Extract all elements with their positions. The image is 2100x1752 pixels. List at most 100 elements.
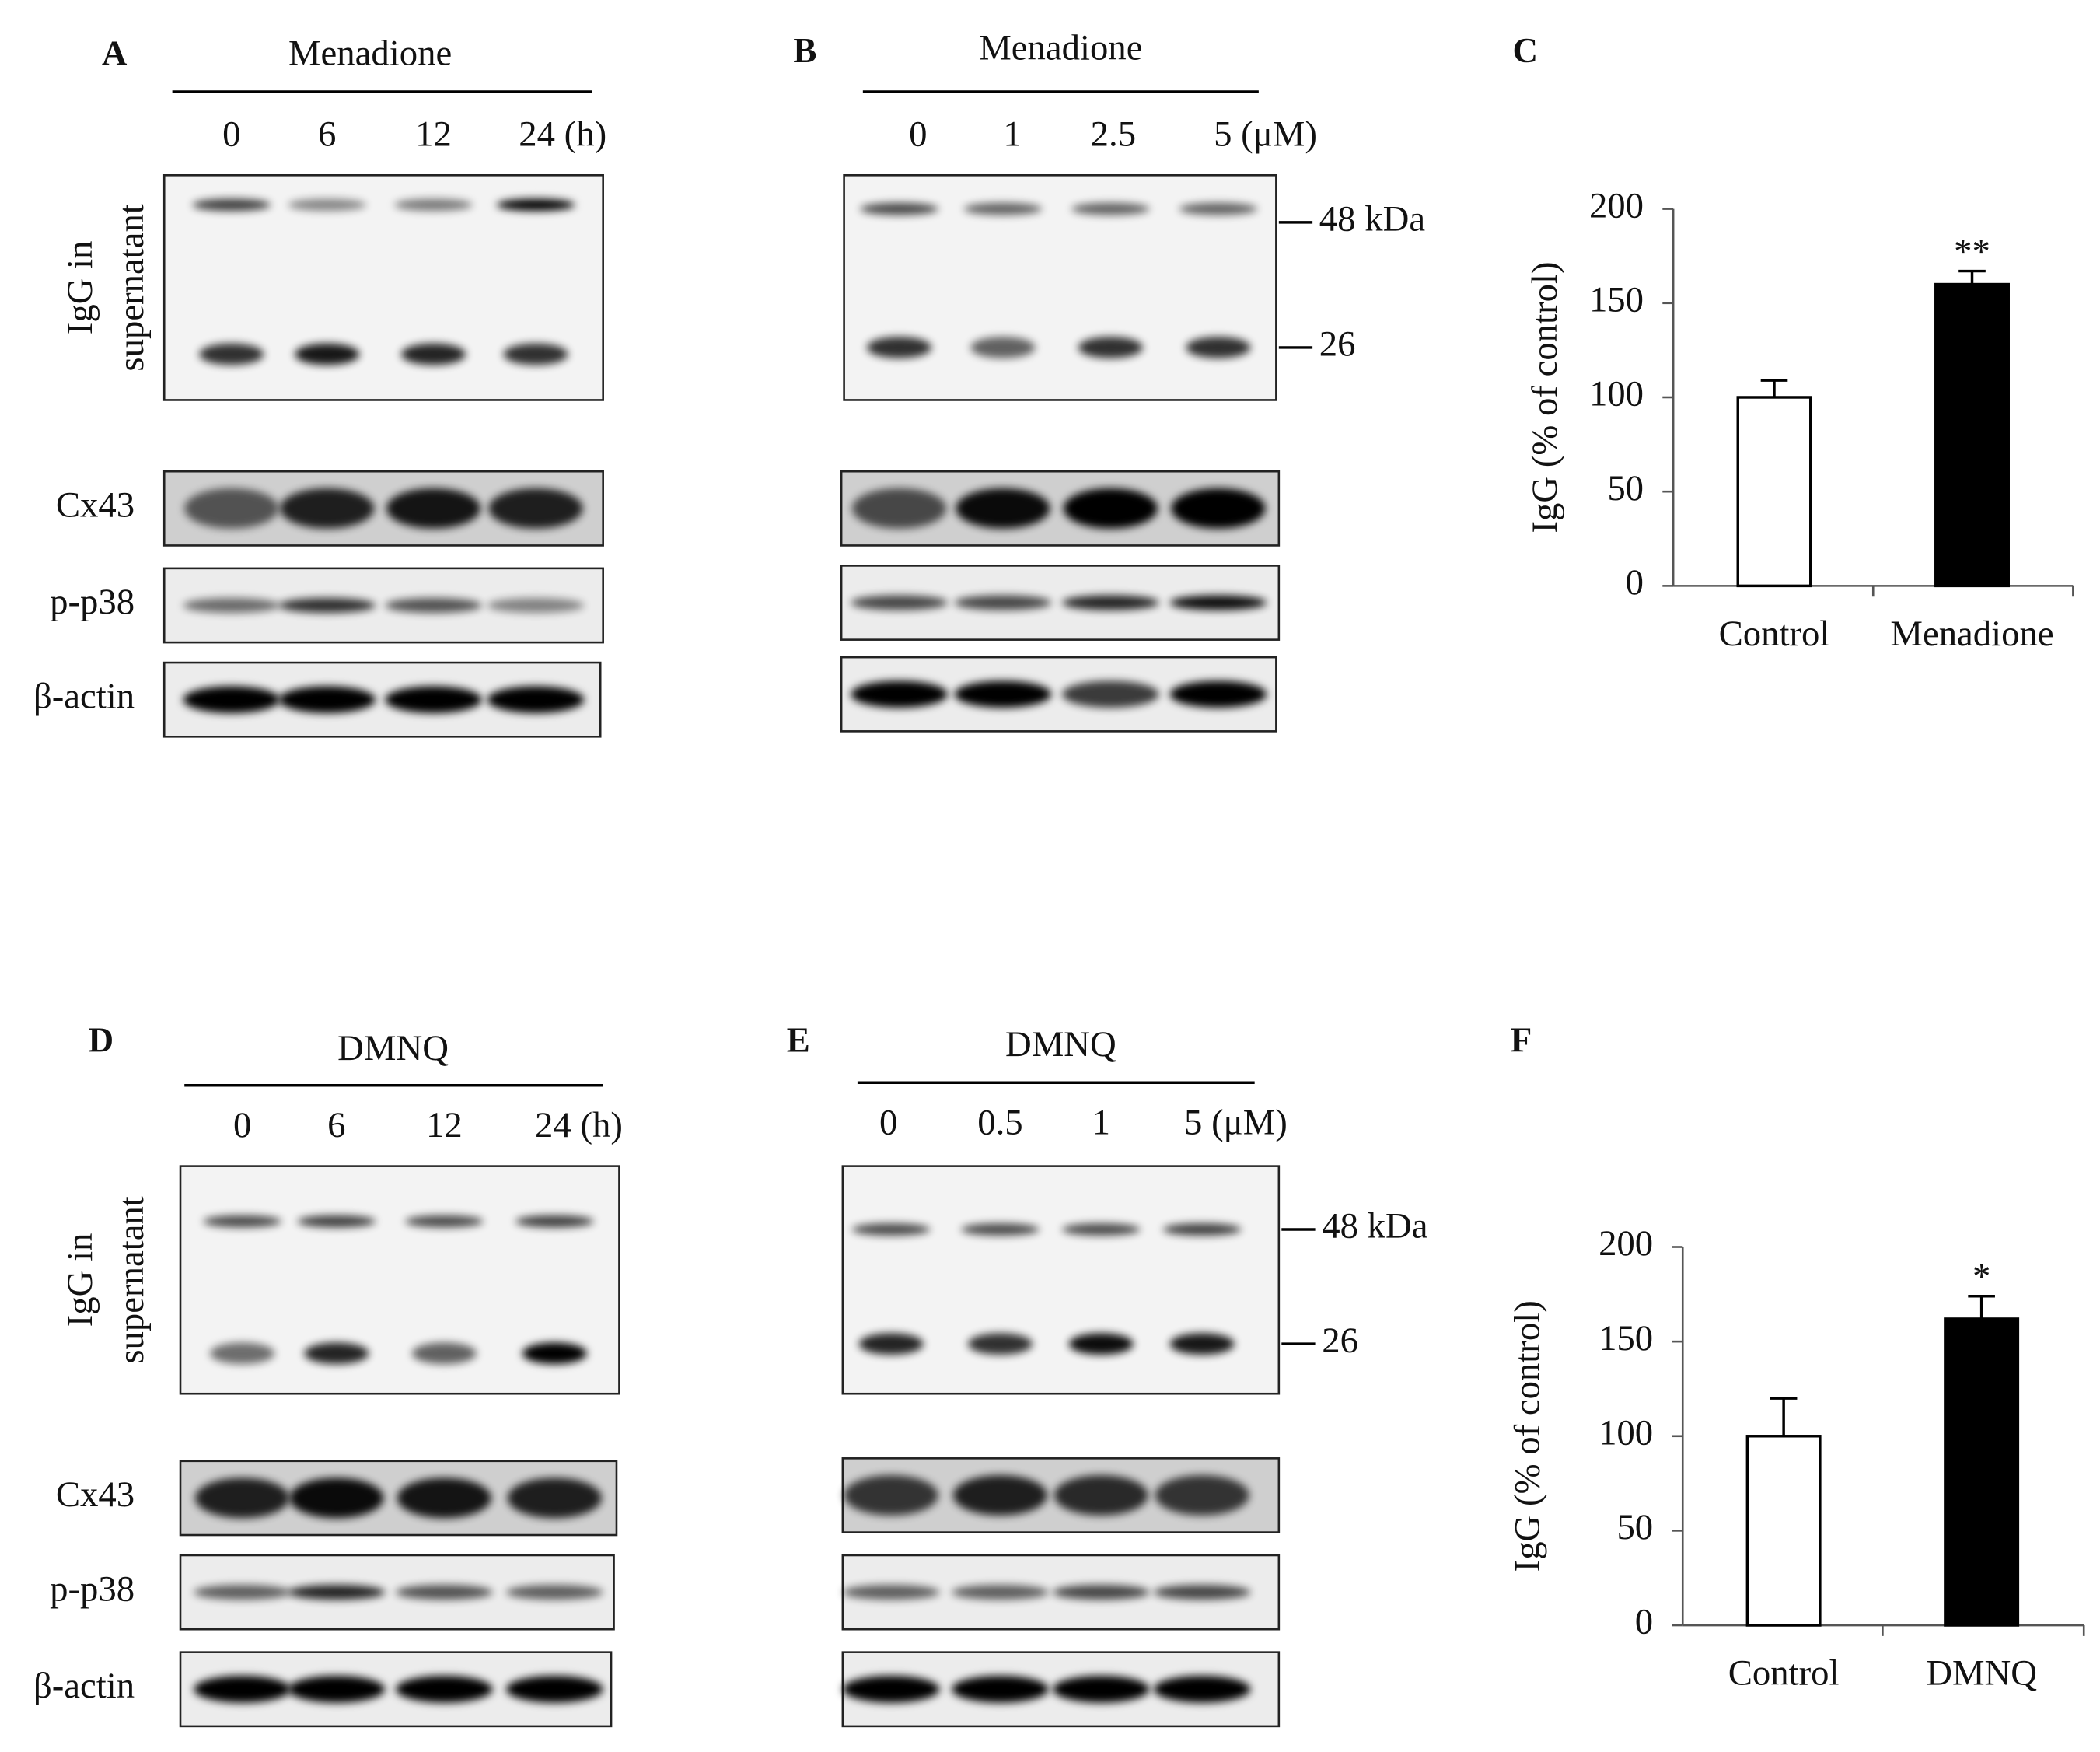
row-label: Cx43 xyxy=(56,485,135,526)
row-label: supernatant xyxy=(111,204,152,371)
bar-chart: C IgG (% of control) 0 50 100 150 200 Control Me… xyxy=(1512,31,2074,654)
band xyxy=(967,1333,1033,1355)
band xyxy=(851,680,948,708)
band xyxy=(397,1477,491,1519)
band xyxy=(503,343,568,365)
row-label: IgG in xyxy=(60,1233,100,1327)
band xyxy=(496,198,575,212)
row-label: β-actin xyxy=(33,676,135,716)
band xyxy=(522,1342,587,1365)
x-tick-label: Menadione xyxy=(1890,614,2053,654)
significance-label: ** xyxy=(1954,232,1990,272)
band xyxy=(278,597,376,614)
y-tick-label: 100 xyxy=(1589,374,1644,414)
band xyxy=(956,488,1050,529)
band xyxy=(1169,1333,1235,1355)
band xyxy=(280,488,375,529)
band xyxy=(954,680,1052,708)
band xyxy=(1052,1675,1150,1703)
band xyxy=(842,1585,940,1600)
lane-label: 24 (h) xyxy=(519,114,606,155)
marker-label: 26 xyxy=(1319,324,1356,365)
band xyxy=(184,488,279,529)
band xyxy=(1169,680,1267,708)
band xyxy=(400,343,466,365)
lane-label: 0.5 xyxy=(977,1102,1022,1142)
lane-label: 6 xyxy=(318,114,336,155)
y-tick-label: 200 xyxy=(1599,1223,1653,1264)
blot-panel: B Menadione 0 1 2.5 5 (μM) 48 kDa 26 xyxy=(793,28,1425,733)
panel-label: F xyxy=(1511,1020,1532,1059)
y-tick-label: 150 xyxy=(1589,280,1644,320)
band xyxy=(515,1215,594,1228)
band xyxy=(867,337,932,358)
bar xyxy=(1944,1317,2020,1627)
band xyxy=(487,686,585,713)
band xyxy=(507,1477,602,1519)
band xyxy=(288,1675,386,1703)
y-axis-label: IgG (% of control) xyxy=(1525,261,1565,533)
bar-chart: F IgG (% of control) 0 50 100 150 200 Control DM… xyxy=(1507,1020,2085,1694)
band xyxy=(195,1477,290,1519)
band xyxy=(1062,595,1159,610)
blot-panel: A Menadione 0 6 12 24 (h) Cx43 p-p38 β-actin IgG … xyxy=(33,33,606,738)
band xyxy=(1171,488,1266,529)
band xyxy=(183,597,281,614)
band xyxy=(295,343,360,365)
band xyxy=(488,488,583,529)
band xyxy=(1186,337,1251,358)
band xyxy=(1162,1223,1242,1236)
bar xyxy=(1745,1435,1822,1627)
band xyxy=(844,1474,938,1516)
band xyxy=(210,1342,275,1365)
blot-panel: E DMNQ 0 0.5 1 5 (μM) 48 kDa 26 xyxy=(787,1020,1428,1728)
band xyxy=(289,1477,384,1519)
x-tick-label: Control xyxy=(1728,1653,1840,1694)
y-tick-label: 0 xyxy=(1635,1602,1653,1642)
band xyxy=(192,198,271,212)
x-tick-label: DMNQ xyxy=(1926,1653,2037,1694)
band xyxy=(199,343,264,365)
band xyxy=(183,686,281,713)
band xyxy=(396,1675,493,1703)
lane-label: 6 xyxy=(327,1105,345,1145)
panel-label: A xyxy=(102,33,128,72)
marker-label: 26 xyxy=(1322,1320,1358,1361)
band xyxy=(203,1215,281,1228)
band xyxy=(411,1342,477,1365)
row-label: p-p38 xyxy=(50,1568,135,1609)
y-tick-label: 200 xyxy=(1589,185,1644,226)
lane-label: 0 xyxy=(222,114,240,155)
lane-label: 0 xyxy=(909,114,927,155)
panel-label: B xyxy=(793,31,816,70)
row-label: β-actin xyxy=(33,1666,135,1706)
band xyxy=(297,1215,376,1228)
treatment-label: Menadione xyxy=(288,33,452,74)
lane-label: 12 xyxy=(415,114,452,155)
band xyxy=(1053,1474,1148,1516)
lane-label: 5 (μM) xyxy=(1184,1102,1288,1142)
y-tick-label: 0 xyxy=(1626,562,1644,603)
row-label: supernatant xyxy=(111,1196,152,1363)
band xyxy=(970,337,1036,358)
band xyxy=(1153,1675,1251,1703)
band xyxy=(1052,1585,1150,1600)
band xyxy=(860,202,938,215)
band xyxy=(1153,1585,1251,1600)
panel-label: D xyxy=(89,1020,114,1059)
y-tick-label: 100 xyxy=(1599,1412,1653,1453)
band xyxy=(304,1342,369,1365)
band xyxy=(952,1675,1049,1703)
blot-box xyxy=(841,1165,1281,1395)
band xyxy=(288,1585,386,1600)
band xyxy=(1063,488,1158,529)
band xyxy=(851,488,947,529)
band xyxy=(851,595,948,610)
y-tick-label: 50 xyxy=(1616,1507,1653,1547)
band xyxy=(1155,1474,1249,1516)
lane-label: 5 (μM) xyxy=(1214,114,1317,155)
lane-label: 24 (h) xyxy=(535,1105,623,1145)
band xyxy=(487,597,585,614)
treatment-label: DMNQ xyxy=(337,1028,449,1068)
treatment-label: Menadione xyxy=(979,28,1142,68)
